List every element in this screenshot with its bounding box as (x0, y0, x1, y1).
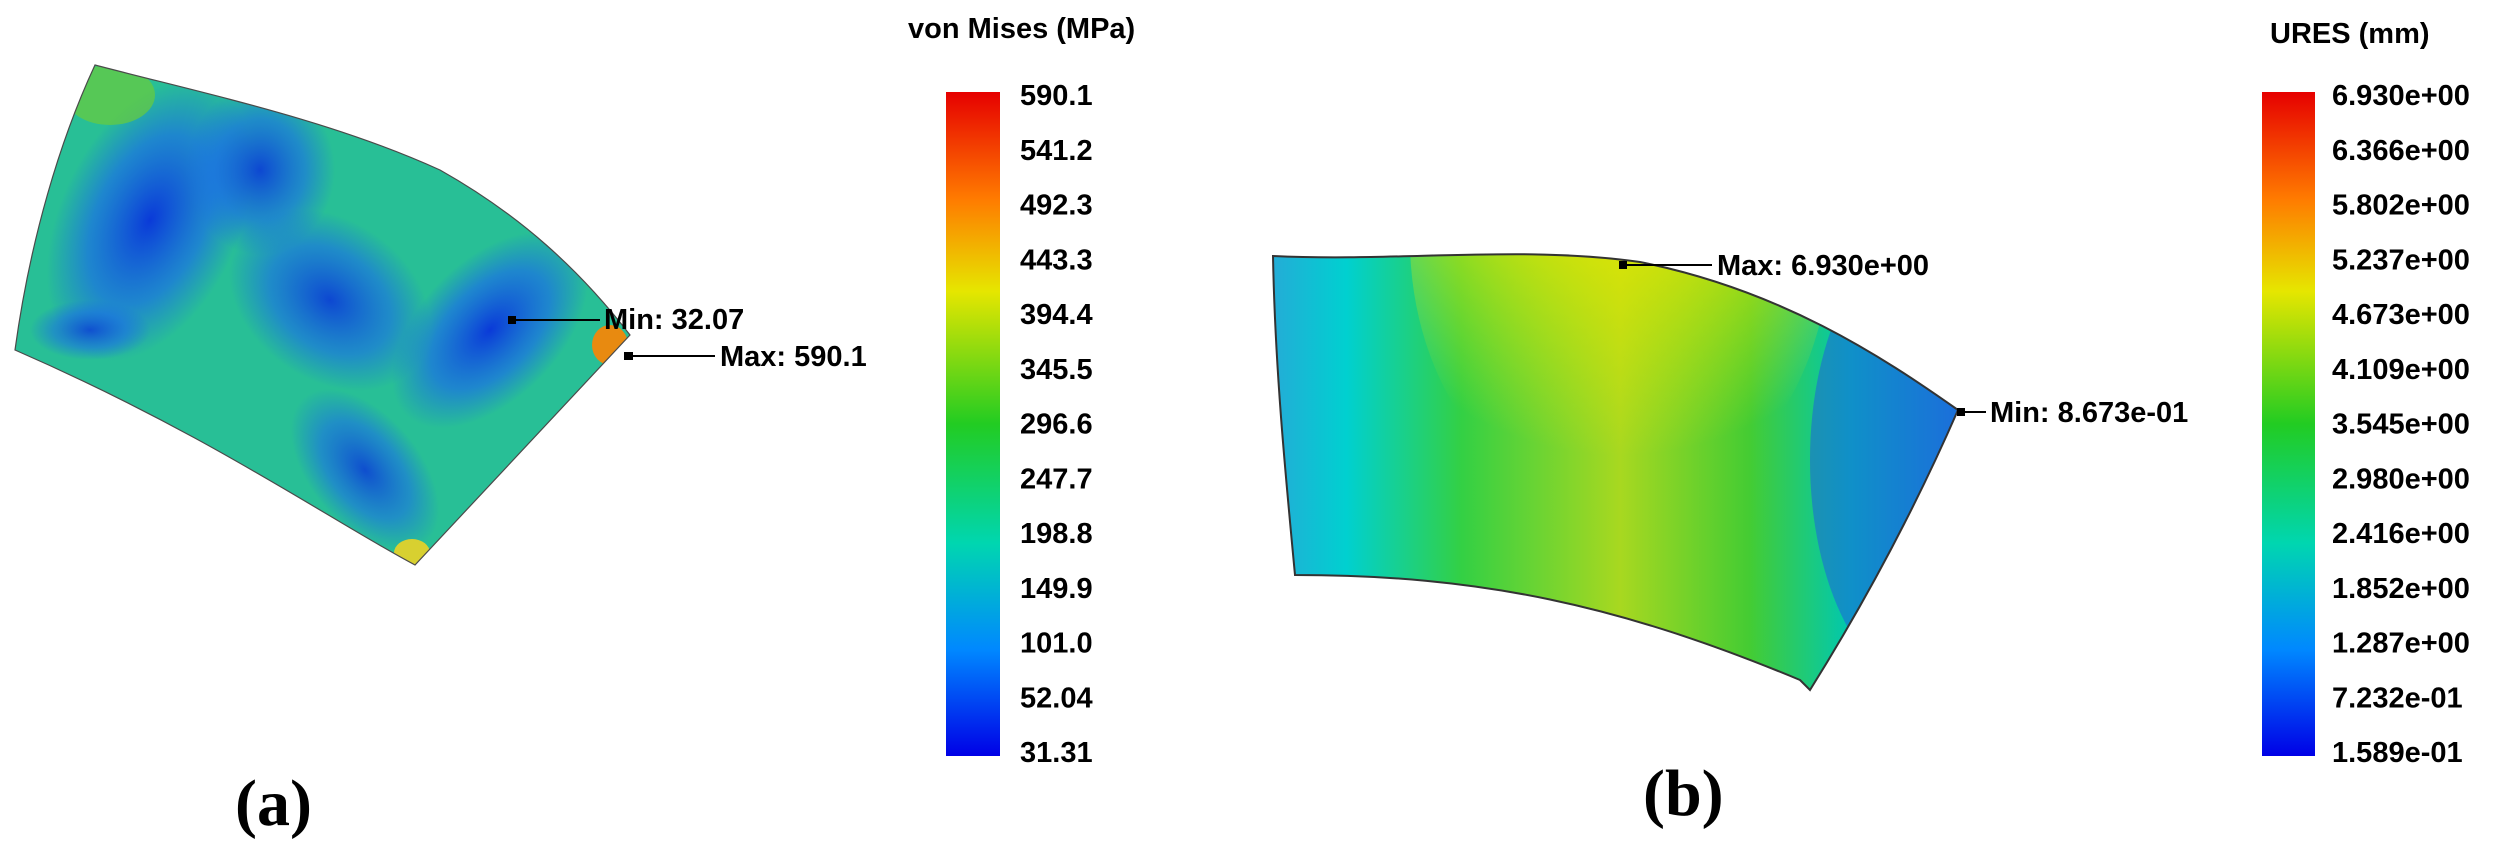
legend-tick-label: 7.232e-01 (2332, 682, 2463, 714)
legend-title-b: URES (mm) (2270, 18, 2430, 50)
legend-tick-label: 443.3 (1020, 244, 1093, 276)
min-marker-b (1957, 408, 1965, 416)
legend-tick-label: 247.7 (1020, 463, 1093, 495)
legend-tick-label: 4.109e+00 (2332, 354, 2470, 386)
legend-tick-label: 52.04 (1020, 682, 1093, 714)
legend-tick-label: 1.589e-01 (2332, 737, 2463, 769)
legend-tick-label: 541.2 (1020, 135, 1093, 167)
legend-tick-label: 5.802e+00 (2332, 190, 2470, 222)
displacement-plot (1273, 254, 1958, 690)
legend-tick-label: 149.9 (1020, 573, 1093, 605)
legend-tick-label: 2.980e+00 (2332, 463, 2470, 495)
ticks-a: 590.1 541.2 492.3 443.3 394.4 345.5 296.6 247.7… (1020, 80, 1093, 769)
plate-outline (14, 64, 631, 566)
panel-b: Max: 6.930e+00 Min: 8.673e-01 URES (mm) … (1271, 18, 2470, 830)
plate-outline-b (1271, 253, 1960, 692)
min-label-a: Min: 32.07 (604, 304, 744, 336)
max-label-a: Max: 590.1 (720, 341, 867, 373)
legend-tick-label: 394.4 (1020, 299, 1093, 331)
legend-tick-label: 590.1 (1020, 80, 1093, 112)
legend-tick-label: 4.673e+00 (2332, 299, 2470, 331)
panel-a: Min: 32.07 Max: 590.1 von Mises (MPa) 59… (14, 13, 1135, 840)
max-label-b: Max: 6.930e+00 (1717, 250, 1929, 282)
panel-label-b: (b) (1643, 757, 1724, 830)
legend-tick-label: 5.237e+00 (2332, 244, 2470, 276)
legend-tick-label: 492.3 (1020, 190, 1093, 222)
max-marker-a (624, 352, 633, 360)
legend-tick-label: 296.6 (1020, 409, 1093, 441)
max-marker-b (1619, 261, 1627, 269)
legend-title-a: von Mises (MPa) (908, 13, 1135, 45)
ticks-b: 6.930e+00 6.366e+00 5.802e+00 5.237e+00 4.67… (2332, 80, 2470, 769)
stress-plot (15, 65, 630, 565)
legend-tick-label: 6.366e+00 (2332, 135, 2470, 167)
legend-tick-label: 2.416e+00 (2332, 518, 2470, 550)
legend-tick-label: 1.287e+00 (2332, 628, 2470, 660)
legend-tick-label: 198.8 (1020, 518, 1093, 550)
legend-tick-label: 3.545e+00 (2332, 409, 2470, 441)
legend-tick-label: 345.5 (1020, 354, 1093, 386)
legend-tick-label: 101.0 (1020, 628, 1093, 660)
legend-tick-label: 1.852e+00 (2332, 573, 2470, 605)
legend-tick-label: 6.930e+00 (2332, 80, 2470, 112)
color-scale-b (2262, 92, 2315, 756)
panel-label-a: (a) (235, 767, 312, 840)
min-label-b: Min: 8.673e-01 (1990, 397, 2188, 429)
min-marker-a (508, 316, 516, 324)
legend-tick-label: 31.31 (1020, 737, 1093, 769)
color-scale-a (946, 92, 1000, 756)
